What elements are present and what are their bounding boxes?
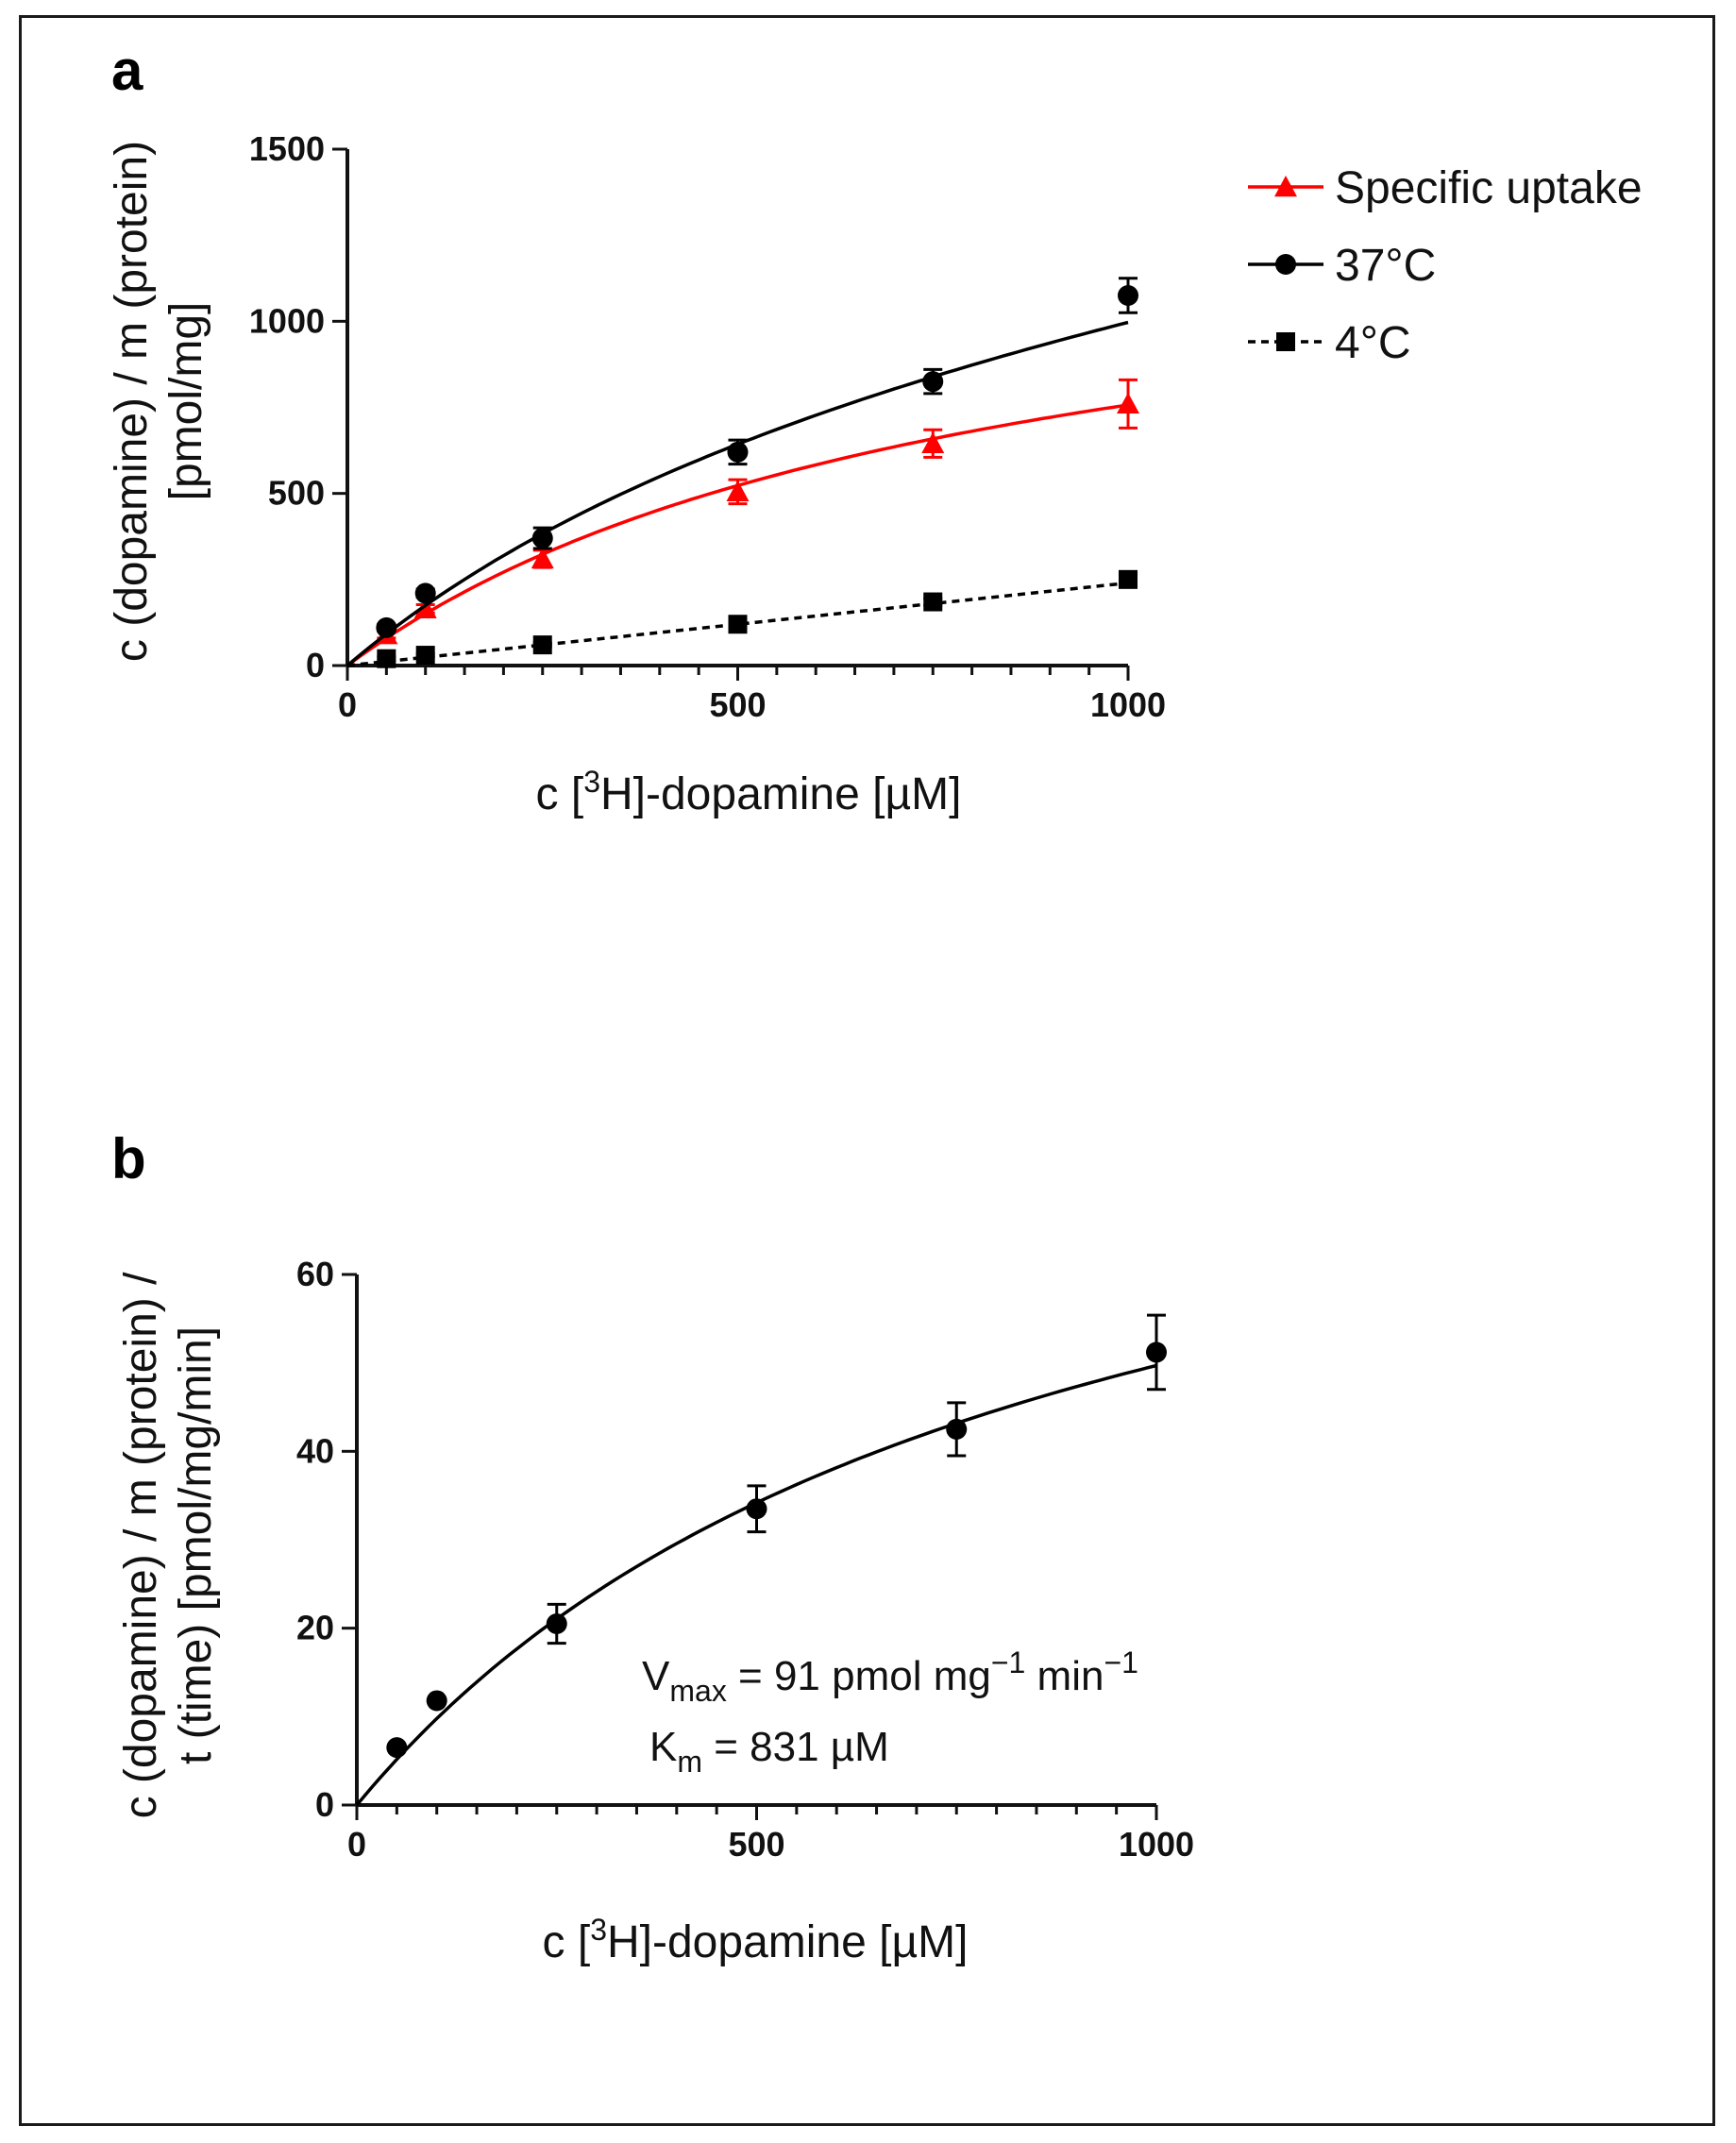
km-annotation: Km = 831 µM xyxy=(649,1724,889,1779)
panel-b-y-axis-title-line1: c (dopamine) / m (protein) / xyxy=(116,1272,166,1819)
series-specific-uptake-point xyxy=(726,480,750,502)
x-tick-label: 1000 xyxy=(1090,685,1166,724)
y-tick-label: 0 xyxy=(315,1785,334,1824)
x-tick-label: 500 xyxy=(728,1825,784,1864)
series-uptake-rate-point xyxy=(386,1737,408,1759)
legend-specific-uptake-marker xyxy=(1274,176,1297,197)
panel-a-x-axis-title: c [3H]-dopamine [µM] xyxy=(536,765,962,819)
panel-b-chart: b c [3H]-dopamine [µM] c (dopamine) / m … xyxy=(111,1127,1194,1967)
series-37-c-point xyxy=(1118,284,1138,306)
series-specific-uptake-point xyxy=(531,547,554,569)
legend-37-c-label: 37°C xyxy=(1335,241,1436,291)
y-tick-label: 1000 xyxy=(249,301,325,340)
figure-frame xyxy=(19,15,1715,2126)
legend-4-c-marker xyxy=(1276,332,1295,351)
series-37-c-point xyxy=(727,441,749,463)
panel-a-chart: a c [3H]-dopamine [µM] c (dopamine) / m … xyxy=(107,39,1643,819)
panel-a-label: a xyxy=(111,39,143,102)
y-tick-label: 500 xyxy=(268,474,325,513)
y-tick-label: 20 xyxy=(296,1609,334,1647)
series-4-c-point xyxy=(377,649,396,668)
legend-specific-uptake-label: Specific uptake xyxy=(1335,163,1643,213)
y-tick-label: 0 xyxy=(306,646,325,684)
series-37-c-point xyxy=(376,616,397,638)
series-37-c-point xyxy=(531,528,553,549)
series-uptake-rate-point xyxy=(946,1418,968,1440)
x-tick-label: 0 xyxy=(347,1825,366,1864)
series-37-c-point xyxy=(414,582,436,604)
vmax-annotation: Vmax = 91 pmol mg−1 min−1 xyxy=(642,1645,1138,1708)
series-specific-uptake-point xyxy=(921,431,945,453)
series-4-c-point xyxy=(415,646,435,666)
x-tick-label: 1000 xyxy=(1119,1825,1194,1864)
series-4-c-point xyxy=(923,592,943,612)
series-37-c-point xyxy=(922,371,944,393)
series-uptake-rate-point xyxy=(426,1690,447,1712)
series-uptake-rate-point xyxy=(746,1498,767,1520)
panel-b-y-axis-title-line2: t (time) [pmol/mg/min] xyxy=(171,1326,221,1764)
legend-37-c-marker xyxy=(1275,254,1296,275)
x-tick-label: 500 xyxy=(709,685,766,724)
series-specific-uptake-point xyxy=(1117,392,1139,414)
y-tick-label: 40 xyxy=(296,1431,334,1470)
series-4-c-point xyxy=(728,615,748,634)
y-tick-label: 1500 xyxy=(249,129,325,168)
panel-b-x-axis-title: c [3H]-dopamine [µM] xyxy=(543,1913,969,1967)
series-4-c-fit-line xyxy=(346,581,1129,667)
y-tick-label: 60 xyxy=(296,1255,334,1293)
x-tick-label: 0 xyxy=(338,685,357,724)
series-uptake-rate-point xyxy=(546,1612,567,1634)
panel-a-y-axis-title-line2: [pmol/mg] xyxy=(161,302,211,501)
panel-a-legend: Specific uptake 37°C 4°C xyxy=(1248,163,1643,368)
legend-4-c-label: 4°C xyxy=(1335,318,1411,368)
series-specific-uptake-point xyxy=(413,597,437,619)
panel-a-y-axis-title-line1: c (dopamine) / m (protein) xyxy=(107,141,157,662)
panel-b-label: b xyxy=(111,1127,146,1190)
series-4-c-point xyxy=(1119,569,1138,589)
series-uptake-rate-point xyxy=(1146,1341,1167,1363)
series-4-c-point xyxy=(532,635,552,655)
